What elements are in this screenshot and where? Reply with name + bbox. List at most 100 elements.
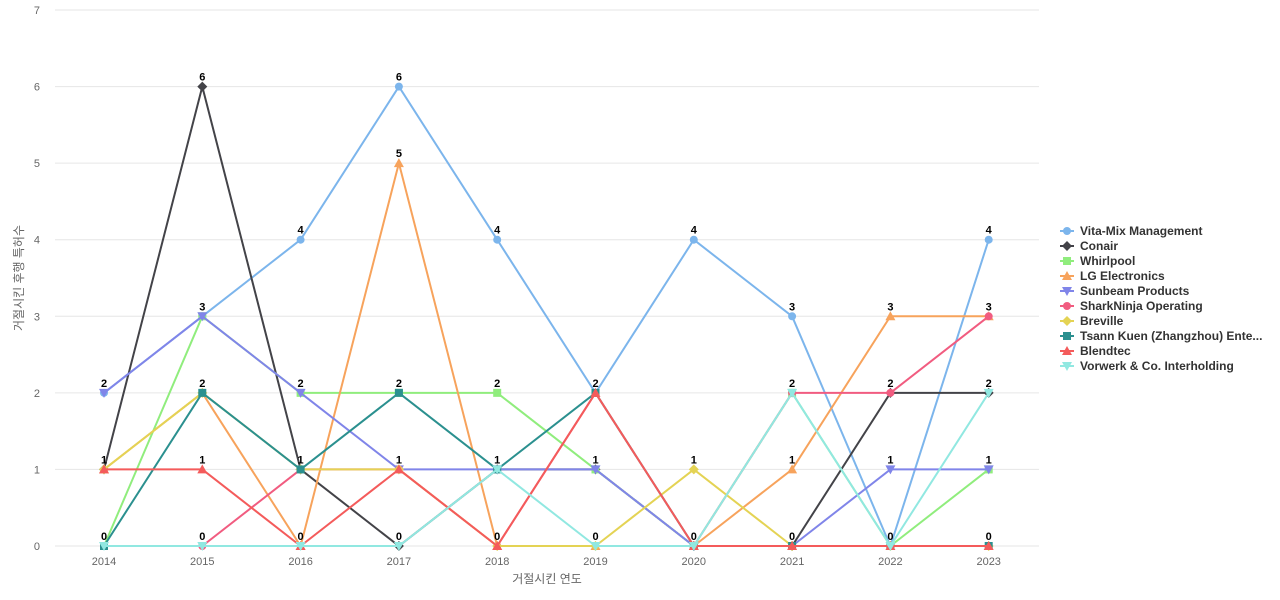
legend-item[interactable]: Blendtec (1060, 344, 1131, 358)
data-point (590, 387, 601, 397)
legend-item[interactable]: Vorwerk & Co. Interholding (1060, 359, 1234, 373)
legend-label: Whirlpool (1080, 254, 1135, 268)
data-label: 1 (298, 454, 304, 466)
data-label: 0 (592, 531, 598, 543)
legend-item[interactable]: Vita-Mix Management (1060, 224, 1202, 238)
data-label: 0 (396, 531, 402, 543)
data-label: 0 (887, 531, 893, 543)
data-label: 2 (298, 378, 304, 390)
data-label: 1 (691, 454, 697, 466)
label-layer: 2 1 0 6 3 2 1 0 4 2 1 0 6 5 2 1 0 4 2 1 0 2 1 0 4 1 0 3 2 1 0 3 2 1 0 4 3 2 1 0 (101, 72, 993, 543)
x-tick-label: 2014 (92, 556, 116, 568)
data-label: 5 (396, 148, 402, 160)
data-label: 2 (592, 378, 598, 390)
legend-label: Tsann Kuen (Zhangzhou) Ente... (1080, 329, 1262, 343)
y-tick-label: 2 (34, 388, 40, 400)
axis-layer: 거절시킨 연도 거절시킨 후행 특허수 (11, 225, 582, 586)
data-point (983, 465, 994, 475)
data-label: 2 (101, 378, 107, 390)
data-label: 2 (199, 378, 205, 390)
data-point (983, 388, 994, 398)
data-point (197, 312, 208, 322)
data-point (296, 465, 305, 474)
data-point (983, 541, 994, 550)
data-point (197, 542, 208, 551)
data-label: 2 (986, 378, 992, 390)
legend-marker (1063, 257, 1071, 265)
data-label: 4 (298, 225, 305, 237)
data-label: 4 (691, 225, 698, 237)
x-tick-label: 2016 (288, 556, 312, 568)
legend-item[interactable]: Conair (1060, 239, 1118, 253)
data-point (688, 464, 699, 475)
legend-marker (1062, 271, 1072, 280)
legend-label: LG Electronics (1080, 269, 1165, 283)
data-label: 1 (199, 454, 205, 466)
legend-item[interactable]: Breville (1060, 314, 1124, 328)
data-label: 0 (298, 531, 304, 543)
data-point (198, 388, 207, 397)
legend-marker (1063, 227, 1071, 235)
data-point (197, 81, 208, 92)
data-point (984, 312, 993, 321)
data-point (393, 542, 404, 551)
series-layer (99, 81, 994, 551)
x-tick-label: 2019 (583, 556, 607, 568)
data-point (787, 541, 798, 550)
legend-label: Sunbeam Products (1080, 284, 1190, 298)
legend-item[interactable]: Tsann Kuen (Zhangzhou) Ente... (1060, 329, 1262, 343)
data-label: 3 (789, 301, 795, 313)
data-label: 4 (494, 225, 501, 237)
data-point (99, 464, 109, 474)
data-point (886, 388, 895, 397)
x-tick-label: 2015 (190, 556, 214, 568)
y-tick-label: 3 (34, 311, 40, 323)
data-label: 1 (789, 454, 795, 466)
data-label: 4 (986, 225, 993, 237)
data-point (590, 542, 601, 551)
y-tick-label: 6 (34, 82, 40, 94)
data-point (295, 542, 306, 551)
data-label: 0 (691, 531, 697, 543)
y-tick-label: 4 (34, 235, 40, 247)
data-label: 3 (199, 301, 205, 313)
legend-label: Breville (1080, 314, 1124, 328)
legend-item[interactable]: SharkNinja Operating (1060, 299, 1203, 313)
legend-item[interactable]: LG Electronics (1060, 269, 1165, 283)
x-tick-label: 2021 (780, 556, 804, 568)
data-label: 0 (986, 531, 992, 543)
legend-item[interactable]: Sunbeam Products (1060, 284, 1190, 298)
data-label: 6 (199, 72, 205, 84)
x-axis-title: 거절시킨 연도 (512, 572, 582, 586)
data-point (688, 542, 699, 551)
legend-marker (1062, 241, 1072, 251)
data-label: 1 (494, 454, 500, 466)
y-tick-label: 5 (34, 158, 40, 170)
data-point (590, 465, 601, 475)
data-point (197, 464, 208, 474)
data-point (788, 312, 797, 321)
legend-marker (1062, 346, 1072, 355)
legend-marker (1063, 332, 1071, 340)
data-label: 2 (494, 378, 500, 390)
data-label: 2 (396, 378, 402, 390)
data-point (99, 388, 109, 398)
series-line (103, 391, 990, 547)
x-tick-label: 2020 (682, 556, 706, 568)
data-point (393, 464, 404, 474)
data-label: 1 (101, 454, 107, 466)
data-point (984, 235, 993, 244)
data-label: 0 (101, 531, 107, 543)
x-tick-label: 2023 (976, 556, 1000, 568)
data-label: 0 (789, 531, 795, 543)
data-point (296, 235, 305, 244)
y-tick-label: 7 (34, 5, 40, 17)
data-point (394, 82, 403, 91)
data-label: 2 (789, 378, 795, 390)
data-point (885, 542, 896, 551)
legend-item[interactable]: Whirlpool (1060, 254, 1135, 268)
data-point (492, 541, 503, 550)
y-axis-title: 거절시킨 후행 특허수 (11, 225, 26, 331)
legend-marker (1062, 362, 1072, 371)
